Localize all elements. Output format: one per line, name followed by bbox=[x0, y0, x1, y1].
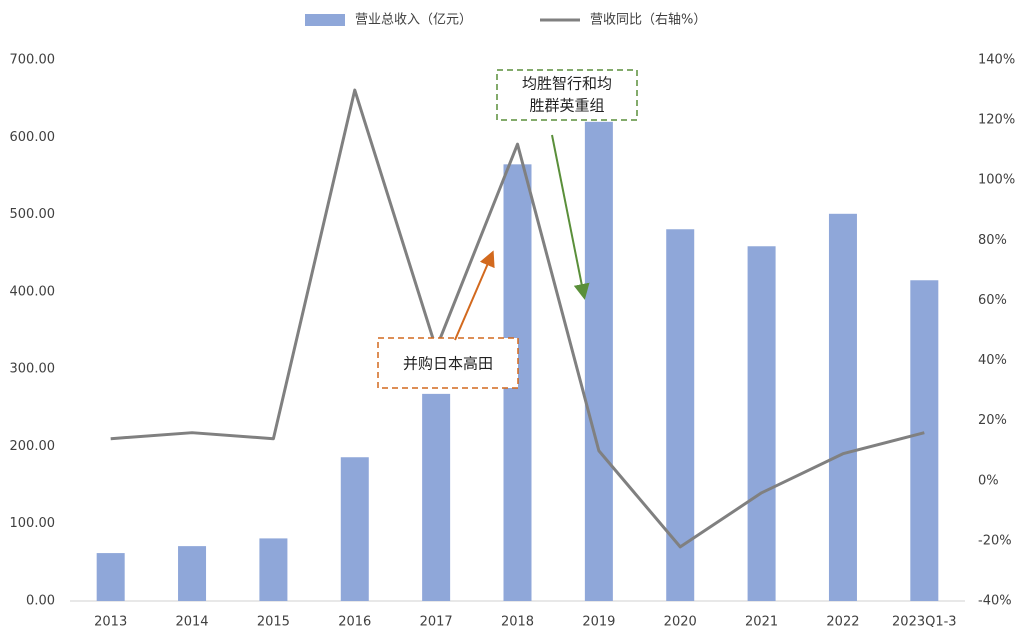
y2-tick-label: 140% bbox=[978, 53, 1015, 68]
y2-tick-label: 120% bbox=[978, 113, 1015, 128]
bar bbox=[747, 246, 776, 601]
x-tick-label: 2021 bbox=[745, 615, 778, 630]
bar bbox=[828, 213, 857, 601]
y2-tick-label: 40% bbox=[978, 353, 1007, 368]
legend-swatch bbox=[305, 14, 345, 26]
legend-label: 营业总收入（亿元） bbox=[355, 13, 472, 28]
y-tick-label: 0.00 bbox=[26, 594, 55, 609]
y-tick-label: 600.00 bbox=[10, 130, 56, 145]
annotation-box bbox=[377, 337, 519, 389]
x-tick-label: 2022 bbox=[826, 615, 859, 630]
bar bbox=[96, 553, 125, 601]
x-tick-label: 2017 bbox=[420, 615, 453, 630]
x-tick-label: 2023Q1-3 bbox=[892, 615, 957, 630]
x-tick-label: 2020 bbox=[664, 615, 697, 630]
x-tick-label: 2015 bbox=[257, 615, 290, 630]
annotation-arrow bbox=[454, 250, 495, 341]
bar bbox=[178, 546, 207, 601]
y2-tick-label: 0% bbox=[978, 473, 999, 488]
y-tick-label: 500.00 bbox=[10, 207, 56, 222]
legend-label: 营收同比（右轴%） bbox=[590, 13, 706, 28]
y2-tick-label: 60% bbox=[978, 293, 1007, 308]
bar bbox=[259, 538, 288, 601]
x-tick-label: 2016 bbox=[338, 615, 371, 630]
y2-tick-label: -20% bbox=[978, 533, 1012, 548]
x-tick-label: 2013 bbox=[94, 615, 127, 630]
y-tick-label: 700.00 bbox=[10, 53, 56, 68]
annotation-text: 均胜智行和均 bbox=[522, 75, 612, 93]
annotation-arrow bbox=[551, 134, 590, 300]
y-tick-label: 400.00 bbox=[10, 284, 56, 299]
annotation-box bbox=[496, 69, 638, 121]
y-tick-label: 200.00 bbox=[10, 439, 56, 454]
bar bbox=[340, 457, 369, 601]
bar bbox=[422, 393, 451, 601]
y-tick-label: 100.00 bbox=[10, 516, 56, 531]
y-tick-label: 300.00 bbox=[10, 362, 56, 377]
x-tick-label: 2014 bbox=[175, 615, 208, 630]
bar bbox=[584, 121, 613, 601]
x-tick-label: 2018 bbox=[501, 615, 534, 630]
bar bbox=[910, 280, 939, 601]
line bbox=[110, 88, 925, 549]
y2-tick-label: 80% bbox=[978, 233, 1007, 248]
annotation-text: 胜群英重组 bbox=[529, 97, 604, 115]
annotation-text: 并购日本高田 bbox=[403, 355, 493, 373]
y2-tick-label: -40% bbox=[978, 594, 1012, 609]
y2-tick-label: 100% bbox=[978, 173, 1015, 188]
x-tick-label: 2019 bbox=[582, 615, 615, 630]
y2-tick-label: 20% bbox=[978, 413, 1007, 428]
